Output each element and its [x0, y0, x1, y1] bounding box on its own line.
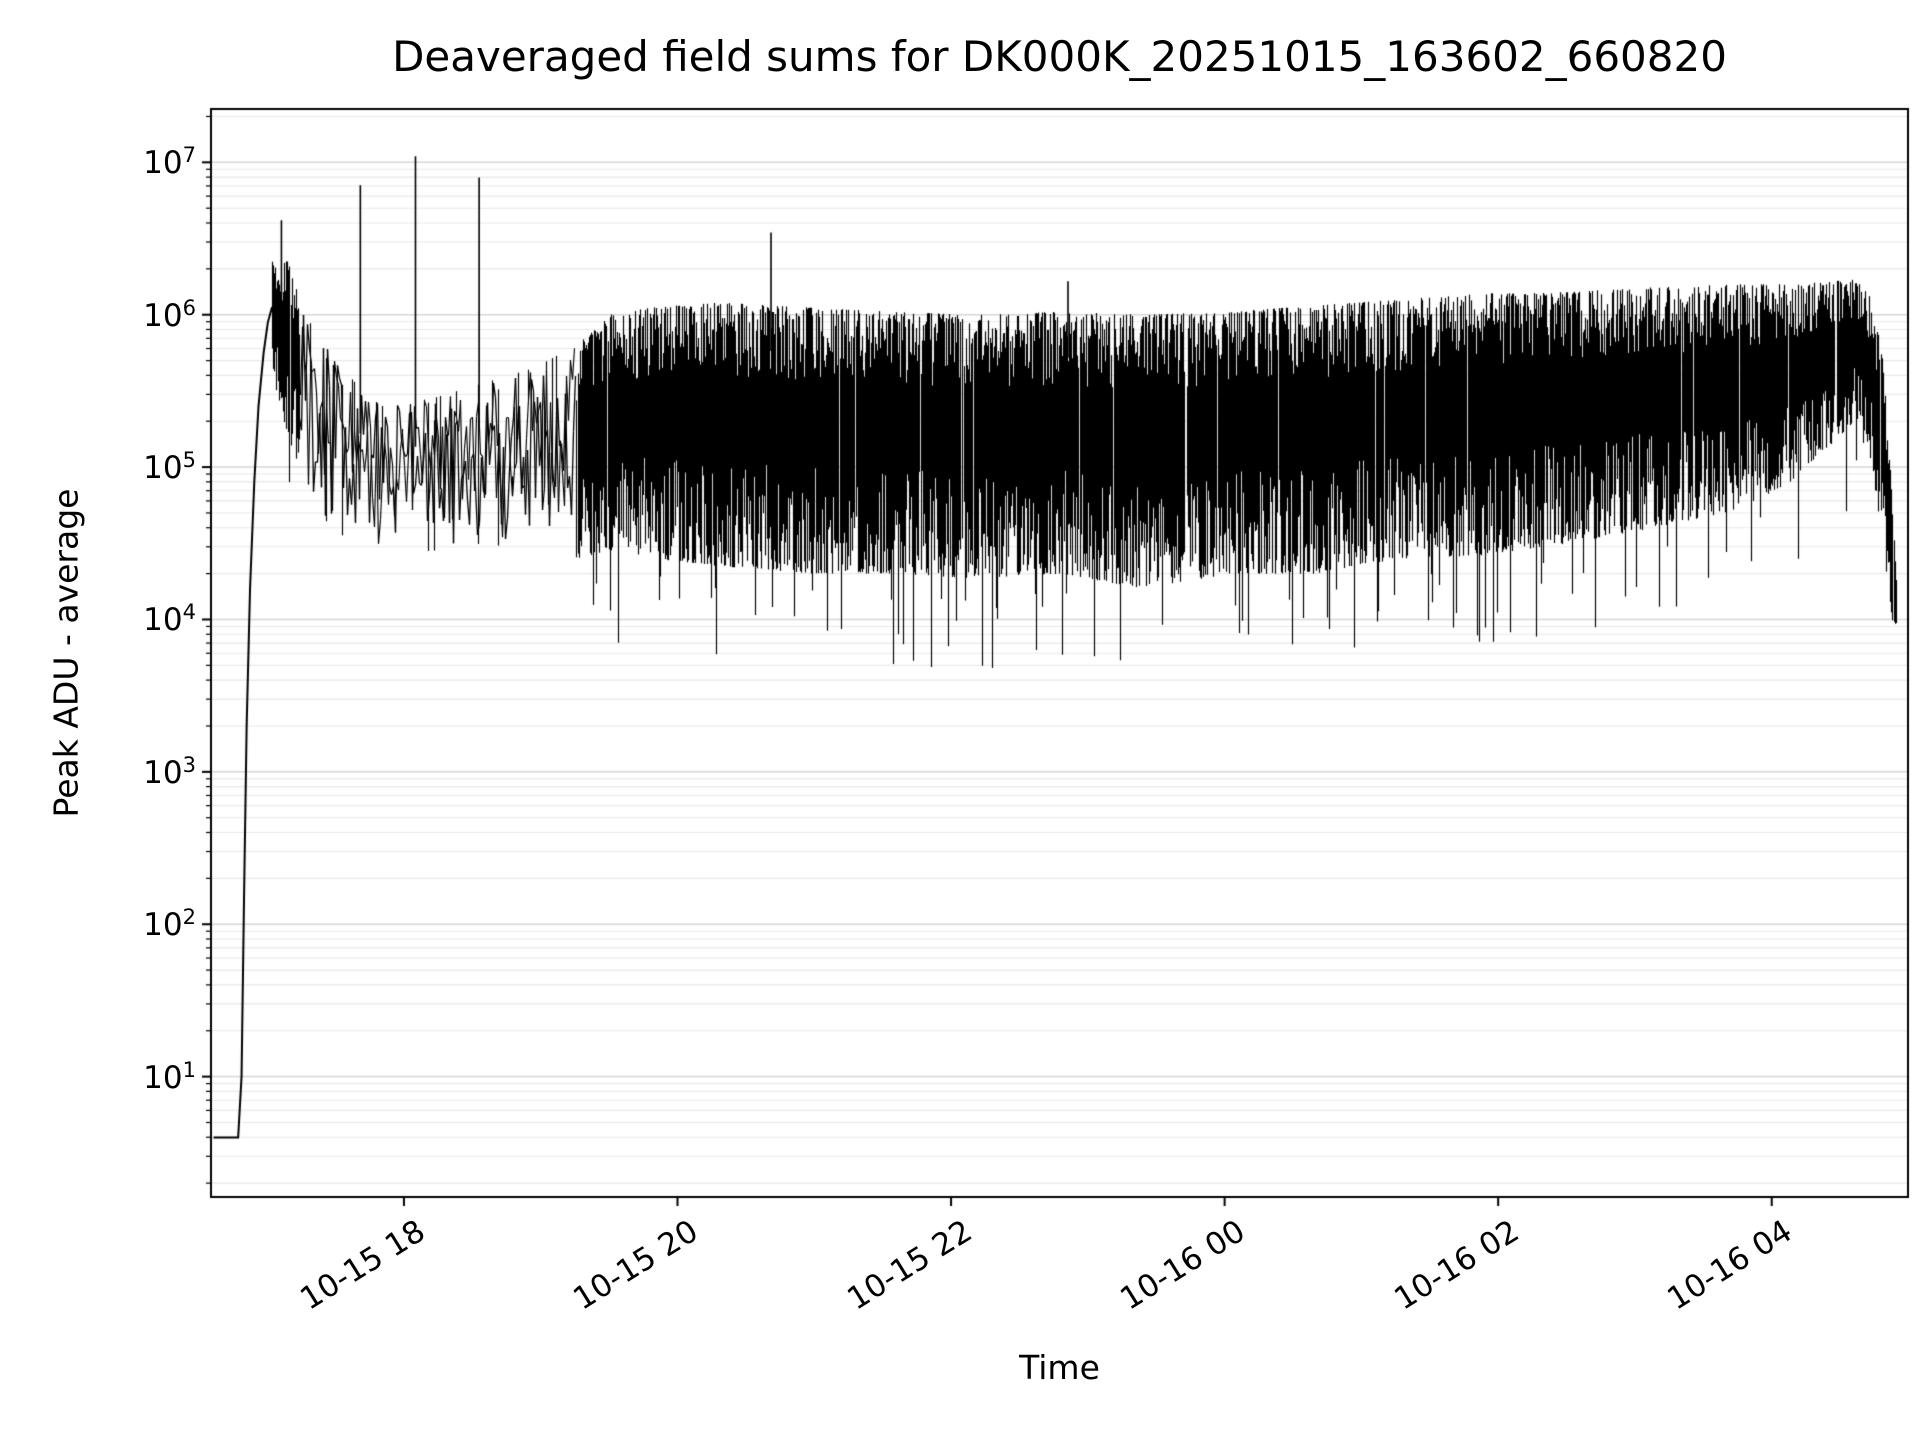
y-tick-label: 103: [143, 752, 196, 792]
x-axis-label: Time: [1019, 1348, 1100, 1387]
y-tick-label: 106: [143, 295, 196, 334]
y-tick-label: 104: [143, 600, 196, 639]
y-axis-label: Peak ADU - average: [46, 488, 86, 818]
y-tick-label: 102: [143, 905, 196, 944]
y-tick-label: 101: [143, 1057, 196, 1096]
y-tick-label: 105: [143, 447, 196, 487]
y-tick-label: 107: [143, 143, 196, 182]
chart-title: Deaveraged field sums for DK000K_2025101…: [392, 32, 1727, 81]
